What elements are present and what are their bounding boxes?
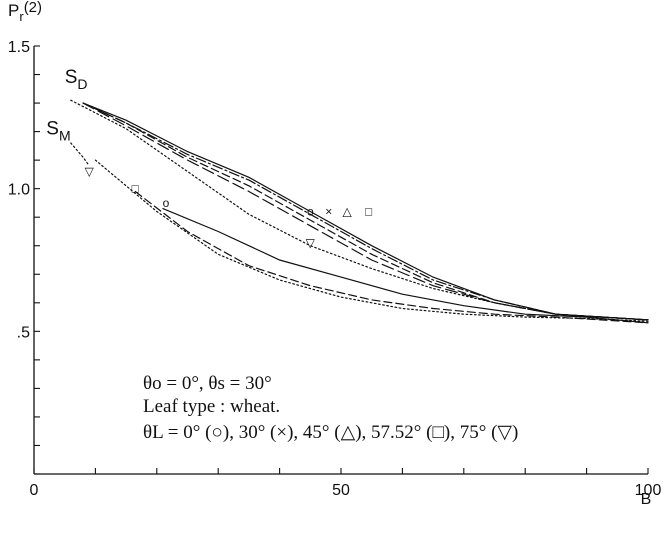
x-tick-label: 100 bbox=[635, 482, 662, 499]
series-line-sm-5 bbox=[162, 208, 649, 324]
annotation-leaf-type: Leaf type : wheat. bbox=[143, 396, 280, 417]
series-line-sd-3 bbox=[82, 102, 649, 321]
axes: 0 50 100 .5 1.0 1.5 Pr(2) B bbox=[8, 0, 662, 508]
y-tick-label: .5 bbox=[17, 324, 30, 341]
marker-7: ▽ bbox=[85, 165, 95, 179]
y-axis-label-sub: r bbox=[19, 9, 24, 24]
x-tick-label: 50 bbox=[332, 482, 350, 499]
marker-4: ▽ bbox=[306, 236, 316, 250]
marker-0: o bbox=[307, 204, 314, 218]
marker-5: o bbox=[163, 196, 170, 210]
annotations-group: θo = 0°, θs = 30° Leaf type : wheat. θL … bbox=[143, 373, 518, 443]
x-axis-label: B bbox=[641, 491, 652, 508]
series-line-sm-8 bbox=[70, 142, 90, 167]
markers-group: o × △ □ ▽ o □ ▽ bbox=[85, 165, 373, 250]
series-line-sm-7 bbox=[94, 159, 649, 322]
group-label-m: SM bbox=[46, 118, 70, 143]
y-tick-label: 1.0 bbox=[8, 182, 30, 199]
group-label-sub: M bbox=[59, 127, 71, 143]
group-label-main: S bbox=[46, 118, 59, 139]
x-tick-label: 0 bbox=[30, 482, 39, 499]
series-group bbox=[70, 99, 649, 324]
group-label-sub: D bbox=[77, 76, 87, 92]
y-tick-label: 1.5 bbox=[8, 39, 30, 56]
annotation-angles: θo = 0°, θs = 30° bbox=[143, 373, 272, 394]
series-line-sd-4 bbox=[70, 99, 649, 321]
series-line-sd-1 bbox=[82, 102, 649, 321]
marker-6: □ bbox=[132, 182, 139, 196]
y-axis-label-suffix: (2) bbox=[24, 0, 42, 16]
group-label-d: SD bbox=[65, 67, 88, 92]
annotation-leaf-angles: θL = 0° (○), 30° (×), 45° (△), 57.52° (□… bbox=[143, 422, 518, 443]
y-axis-label-main: P bbox=[8, 1, 19, 20]
marker-1: × bbox=[325, 204, 332, 218]
marker-3: □ bbox=[365, 204, 372, 218]
series-line-sd-2 bbox=[82, 102, 649, 321]
marker-2: △ bbox=[343, 204, 353, 218]
y-axis-label: Pr(2) bbox=[8, 0, 42, 24]
group-label-main: S bbox=[65, 67, 78, 88]
series-line-sm-6 bbox=[134, 190, 649, 324]
